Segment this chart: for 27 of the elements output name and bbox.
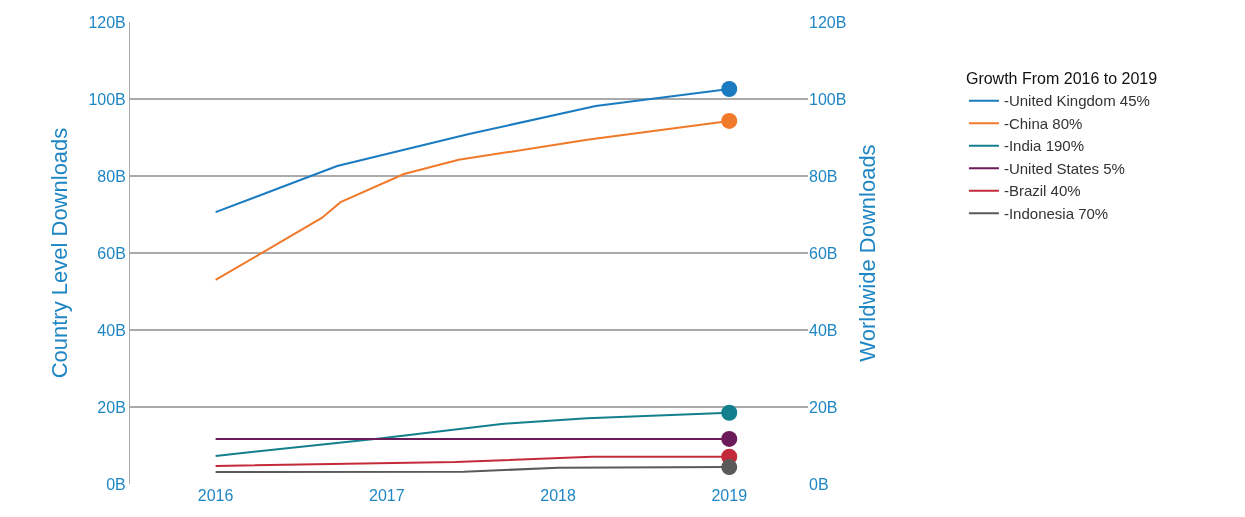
y-tick-label: 120B bbox=[88, 13, 126, 31]
y-tick-label: 40B bbox=[97, 321, 126, 339]
y2-tick-label: 100B bbox=[809, 90, 847, 108]
y2-tick-label: 60B bbox=[809, 244, 838, 262]
x-tick-label: 2019 bbox=[711, 487, 748, 504]
x-tick-label: 2018 bbox=[540, 487, 576, 504]
y-tick-label: 80B bbox=[97, 167, 126, 185]
x-tick-label: 2017 bbox=[369, 487, 405, 504]
y-tick-label: 100B bbox=[88, 90, 126, 108]
legend-label: -Brazil 40% bbox=[1003, 182, 1081, 200]
y-tick-label: 60B bbox=[97, 244, 126, 262]
y2-tick-label: 80B bbox=[809, 167, 838, 185]
y2-tick-label: 0B bbox=[809, 475, 829, 493]
y2-tick-label: 20B bbox=[809, 398, 838, 416]
y2-tick-label: 40B bbox=[809, 321, 838, 339]
y-tick-label: 20B bbox=[97, 398, 126, 416]
y-tick-label: 0B bbox=[106, 475, 126, 493]
legend-title: Growth From 2016 to 2019 bbox=[965, 70, 1158, 88]
x-tick-label: 2016 bbox=[197, 487, 234, 504]
legend-label: -India 190% bbox=[1003, 137, 1084, 155]
legend-label: -China 80% bbox=[1003, 114, 1083, 132]
y2-axis-title: Worldwide Downloads bbox=[855, 144, 881, 362]
legend-label: -Indonesia 70% bbox=[1003, 204, 1109, 222]
y2-tick-label: 120B bbox=[809, 13, 847, 31]
y-axis-title: Country Level Downloads bbox=[47, 127, 73, 379]
legend-label: -United Kingdom 45% bbox=[1003, 92, 1150, 110]
legend-label: -United States 5% bbox=[1003, 159, 1125, 177]
